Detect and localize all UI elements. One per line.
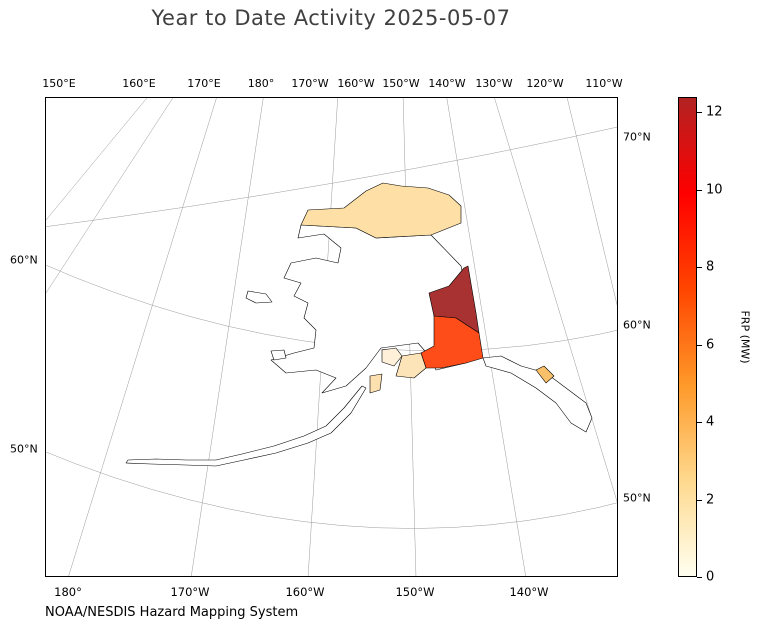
- colorbar-tick-mark: [697, 267, 702, 269]
- map-svg: [46, 98, 617, 576]
- top-lon-label: 130°W: [475, 77, 513, 90]
- top-lon-label: 180°: [247, 77, 275, 90]
- colorbar: [678, 97, 697, 577]
- colorbar-tick-mark: [697, 577, 702, 578]
- parallel-70n: [46, 126, 617, 227]
- colorbar-tick-label: 6: [706, 337, 715, 353]
- meridian-140w: [446, 98, 526, 576]
- top-lon-label: 160°E: [122, 77, 156, 90]
- top-lon-label: 160°W: [337, 77, 375, 90]
- top-lon-label: 150°W: [382, 77, 420, 90]
- top-lon-label: 110°W: [585, 77, 623, 90]
- left-lat-label: 60°N: [10, 253, 38, 267]
- graticule: [46, 98, 617, 576]
- colorbar-tick-mark: [697, 422, 702, 424]
- bottom-lon-label: 170°W: [170, 585, 210, 599]
- colorbar-tick-mark: [697, 344, 702, 346]
- region-kenai: [369, 373, 383, 394]
- meridian-180: [68, 98, 217, 576]
- colorbar-title: FRP (MW): [738, 310, 752, 364]
- region-north-slope: [300, 182, 462, 239]
- right-lat-label: 50°N: [623, 491, 651, 505]
- bottom-lon-label: 140°W: [509, 585, 549, 599]
- map-panel: [45, 97, 618, 577]
- top-lon-label: 170°W: [291, 77, 329, 90]
- top-lon-label: 150°E: [42, 77, 76, 90]
- left-lat-label: 50°N: [10, 442, 38, 456]
- island-st-lawrence: [245, 290, 273, 304]
- region-aleutians: [125, 385, 367, 467]
- colorbar-tick-label: 0: [706, 569, 715, 585]
- meridian-160e: [46, 98, 174, 294]
- meridian-120w: [566, 98, 617, 306]
- top-lon-label: 170°E: [187, 77, 221, 90]
- top-lon-label: 120°W: [526, 77, 564, 90]
- top-lon-label: 140°W: [428, 77, 466, 90]
- region-mat-su: [381, 347, 403, 367]
- colorbar-tick-label: 4: [706, 414, 715, 430]
- region-southeast-panhandle: [482, 355, 593, 433]
- source-credit: NOAA/NESDIS Hazard Mapping System: [45, 605, 299, 620]
- colorbar-tick-label: 2: [706, 492, 715, 508]
- colorbar-tick-label: 8: [706, 259, 715, 275]
- right-lat-label: 70°N: [623, 130, 651, 144]
- colorbar-tick-mark: [697, 189, 702, 191]
- meridian-170w: [191, 98, 264, 576]
- right-lat-label: 60°N: [623, 318, 651, 332]
- meridian-130w: [494, 98, 617, 503]
- colorbar-tick-label: 12: [706, 104, 723, 120]
- island-nunivak: [270, 349, 287, 361]
- region-anchorage: [395, 352, 427, 379]
- bottom-lon-label: 150°W: [395, 585, 435, 599]
- map-title: Year to Date Activity 2025-05-07: [151, 6, 511, 30]
- colorbar-tick-mark: [697, 499, 702, 501]
- bottom-lon-label: 180°: [54, 585, 82, 599]
- bottom-lon-label: 160°W: [285, 585, 325, 599]
- colorbar-tick-mark: [697, 112, 702, 114]
- region-haines: [535, 365, 555, 384]
- meridian-150e: [46, 98, 148, 221]
- region-copper-river: [420, 315, 484, 369]
- alaska-regions: [125, 182, 593, 467]
- parallel-50n: [46, 451, 617, 529]
- colorbar-tick-label: 10: [706, 182, 723, 198]
